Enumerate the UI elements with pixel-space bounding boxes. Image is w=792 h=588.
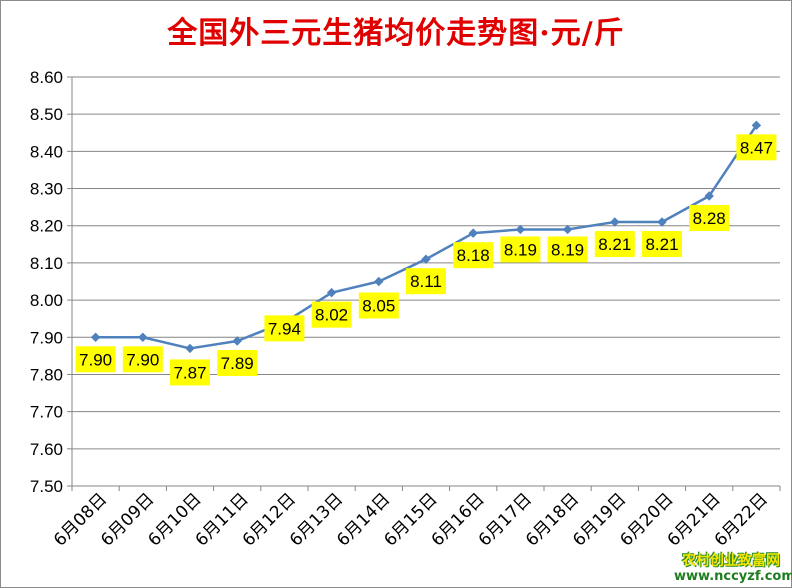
y-tick-label: 7.80 (30, 365, 63, 384)
data-point (610, 217, 620, 227)
y-tick-label: 8.30 (30, 180, 63, 199)
data-point (185, 343, 195, 354)
axes (71, 77, 780, 487)
data-point (326, 287, 337, 298)
data-point (232, 336, 242, 346)
data-label: 8.28 (693, 209, 726, 228)
data-point (562, 224, 573, 235)
data-label-box (689, 204, 730, 231)
data-label-box (311, 301, 352, 328)
data-label: 8.11 (410, 272, 442, 291)
data-label: 8.05 (362, 297, 395, 316)
data-label: 7.90 (79, 350, 112, 369)
data-label: 8.02 (315, 306, 348, 325)
data-label-box (594, 231, 635, 258)
data-point (657, 217, 667, 227)
watermark-site-name: 农村创业致富网 (682, 553, 780, 569)
data-label-box (736, 134, 777, 161)
data-labels: 7.90 7.90 7.87 7.89 7.94 8.02 8.05 8.11 8.18 8.19… (75, 134, 777, 386)
data-label: 7.87 (173, 363, 206, 382)
data-label-box (406, 268, 446, 295)
y-tick-label: 8.10 (30, 254, 63, 273)
data-point (468, 228, 478, 238)
y-tick-label: 7.50 (30, 477, 63, 496)
data-label-box (642, 231, 682, 258)
data-point (751, 120, 762, 131)
data-label: 8.19 (551, 240, 584, 259)
data-label: 7.94 (268, 319, 301, 338)
data-label-box (75, 346, 116, 373)
data-label-box (122, 346, 163, 373)
y-tick-label: 8.40 (30, 142, 63, 161)
site-watermark: 农村创业致富网 www.nccyzf.com (674, 553, 792, 586)
y-axis-ticks: 7.50 7.60 7.70 7.80 7.90 8.00 8.10 8.20 8.30 8.40… (30, 68, 72, 496)
y-tick-label: 8.00 (30, 291, 63, 310)
data-label: 8.18 (457, 246, 490, 265)
data-label: 8.47 (740, 138, 773, 157)
data-point (138, 332, 148, 342)
data-label-box (358, 292, 399, 319)
data-label: 8.21 (645, 235, 678, 254)
watermark-url: www.nccyzf.com (674, 569, 792, 584)
data-label-box (547, 236, 588, 263)
data-point (374, 276, 384, 287)
data-label-box (264, 315, 305, 342)
data-point (704, 191, 714, 201)
data-label-box (170, 359, 210, 386)
x-axis-ticks: 6月08日6月09日6月10日6月11日6月12日6月13日6月14日6月15日… (50, 486, 781, 551)
data-point (421, 254, 431, 264)
data-label: 8.19 (504, 240, 537, 259)
y-tick-label: 8.50 (30, 105, 63, 124)
data-label: 8.21 (598, 235, 631, 254)
data-point (90, 332, 101, 342)
y-tick-label: 7.60 (30, 440, 63, 459)
data-label: 7.90 (126, 350, 159, 369)
data-label-box (500, 236, 541, 263)
y-tick-label: 8.20 (30, 217, 63, 236)
data-label: 7.89 (221, 354, 254, 373)
data-point (515, 224, 526, 235)
x-tick-label: 6月22日 (711, 489, 772, 550)
y-tick-label: 7.90 (30, 328, 63, 347)
y-tick-label: 7.70 (30, 403, 63, 422)
y-tick-label: 8.60 (30, 68, 63, 87)
data-label-box (453, 242, 494, 269)
chart-title: 全国外三元生猪均价走势图·元/斤 (167, 16, 625, 51)
data-label-box (217, 349, 258, 376)
